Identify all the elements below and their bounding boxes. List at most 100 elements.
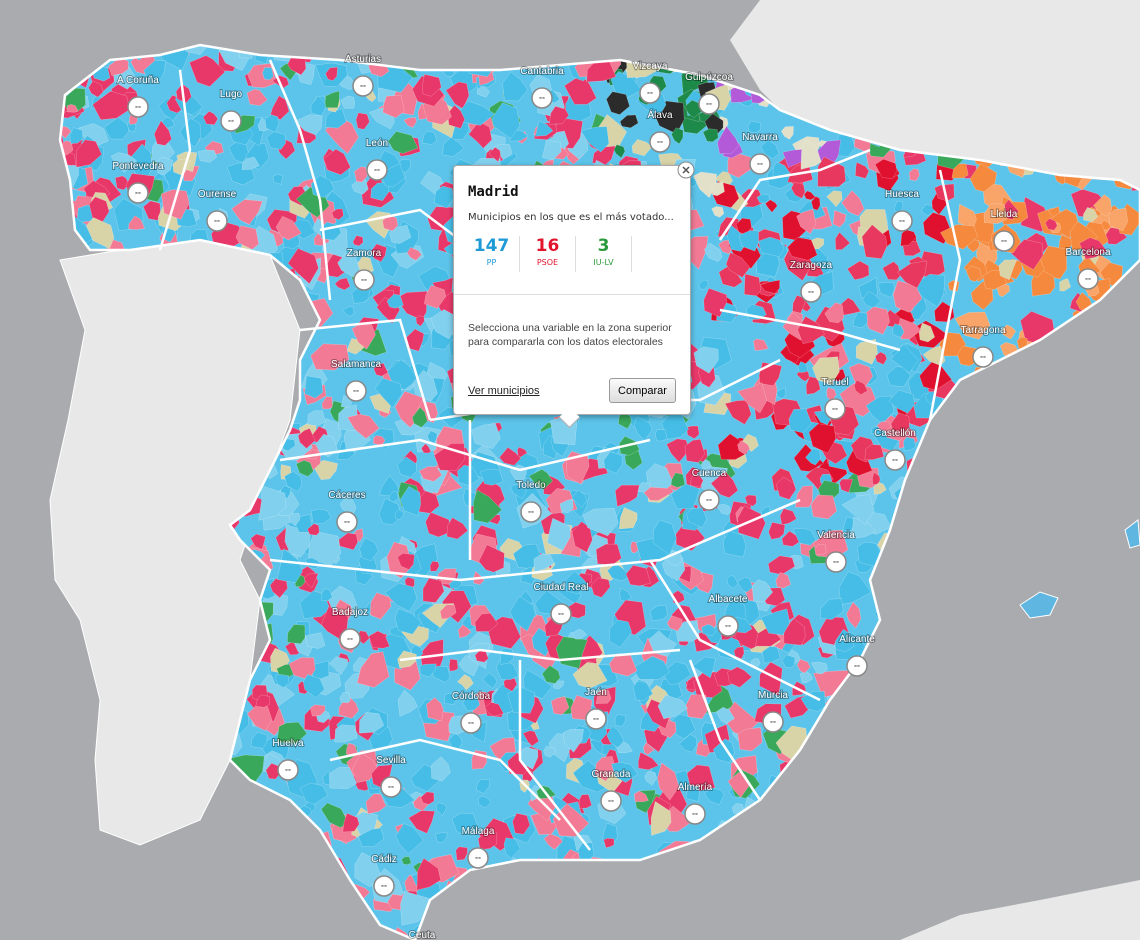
marker-circle — [531, 87, 553, 109]
marker-circle — [684, 803, 706, 825]
province-marker[interactable]: -- — [520, 501, 542, 523]
marker-label: -- — [285, 764, 291, 774]
province-marker[interactable]: -- — [1077, 268, 1099, 290]
marker-label: -- — [558, 608, 564, 618]
province-label: Badajoz — [332, 607, 368, 618]
province-marker[interactable]: -- — [993, 230, 1015, 252]
marker-circle — [345, 380, 367, 402]
province-label: Huesca — [885, 189, 919, 200]
province-label: Ourense — [198, 189, 237, 200]
province-label: Toledo — [516, 480, 546, 491]
province-label: Cantabria — [520, 66, 564, 77]
province-marker[interactable]: -- — [698, 93, 720, 115]
popup: Madrid Municipios en los que es el más v… — [453, 165, 691, 429]
province-marker[interactable]: -- — [717, 615, 739, 637]
province-label: Córdoba — [452, 691, 491, 702]
marker-label: -- — [528, 506, 534, 516]
marker-label: -- — [374, 164, 380, 174]
province-marker[interactable]: -- — [127, 96, 149, 118]
marker-circle — [698, 93, 720, 115]
province-marker[interactable]: -- — [824, 398, 846, 420]
marker-label: -- — [475, 852, 481, 862]
province-marker[interactable]: -- — [467, 847, 489, 869]
province-marker[interactable]: -- — [366, 159, 388, 181]
province-label: Asturias — [345, 54, 381, 65]
province-marker[interactable]: -- — [531, 87, 553, 109]
marker-circle — [649, 131, 671, 153]
province-marker[interactable]: -- — [277, 759, 299, 781]
marker-circle — [460, 712, 482, 734]
marker-label: -- — [833, 556, 839, 566]
marker-circle — [585, 708, 607, 730]
popup-subtitle: Municipios en los que es el más votado..… — [468, 212, 674, 223]
stat-party: IU-LV — [593, 258, 614, 267]
close-button[interactable] — [677, 161, 695, 179]
province-marker[interactable]: -- — [649, 131, 671, 153]
province-marker[interactable]: -- — [749, 153, 771, 175]
province-marker[interactable]: -- — [600, 790, 622, 812]
marker-circle — [220, 110, 242, 132]
marker-label: -- — [1085, 273, 1091, 283]
province-marker[interactable]: -- — [698, 489, 720, 511]
marker-circle — [366, 159, 388, 181]
province-marker[interactable]: -- — [460, 712, 482, 734]
marker-circle — [800, 281, 822, 303]
province-label: Cuenca — [692, 468, 727, 479]
view-municipalities-link[interactable]: Ver municipios — [468, 385, 540, 397]
province-marker[interactable]: -- — [550, 603, 572, 625]
province-marker[interactable]: -- — [800, 281, 822, 303]
province-marker[interactable]: -- — [127, 182, 149, 204]
marker-label: -- — [228, 115, 234, 125]
province-marker[interactable]: -- — [380, 776, 402, 798]
province-marker[interactable]: -- — [825, 551, 847, 573]
province-marker[interactable]: -- — [220, 110, 242, 132]
marker-circle — [846, 655, 868, 677]
marker-label: -- — [381, 880, 387, 890]
province-marker[interactable]: -- — [846, 655, 868, 677]
province-label: Cáceres — [328, 490, 365, 501]
surrounding-land — [49, 0, 1140, 940]
province-marker[interactable]: -- — [373, 875, 395, 897]
party-stat: 147 PP — [464, 236, 520, 272]
province-label: Guipúzcoa — [685, 72, 733, 83]
party-stat: 3 IU-LV — [576, 236, 632, 272]
province-label: Pontevedra — [112, 161, 164, 172]
marker-circle — [339, 628, 361, 650]
marker-circle — [206, 210, 228, 232]
province-marker[interactable]: -- — [352, 75, 374, 97]
province-marker[interactable]: -- — [339, 628, 361, 650]
stat-party: PSOE — [536, 258, 559, 267]
province-marker[interactable]: -- — [336, 511, 358, 533]
marker-label: -- — [593, 713, 599, 723]
province-marker[interactable]: -- — [684, 803, 706, 825]
province-label: Lleida — [991, 209, 1018, 220]
province-label: Salamanca — [331, 359, 381, 370]
marker-circle — [373, 875, 395, 897]
marker-label: -- — [388, 781, 394, 791]
province-label: Jaén — [585, 687, 607, 698]
marker-circle — [380, 776, 402, 798]
province-label: León — [366, 138, 388, 149]
marker-circle — [550, 603, 572, 625]
province-marker[interactable]: -- — [353, 269, 375, 291]
province-label: Lugo — [220, 89, 243, 100]
province-marker[interactable]: -- — [762, 711, 784, 733]
marker-label: -- — [360, 80, 366, 90]
marker-circle — [825, 551, 847, 573]
marker-circle — [717, 615, 739, 637]
province-marker[interactable]: -- — [206, 210, 228, 232]
province-marker[interactable]: -- — [345, 380, 367, 402]
province-label: Valencia — [817, 530, 855, 541]
province-marker[interactable]: -- — [585, 708, 607, 730]
province-marker[interactable]: -- — [972, 346, 994, 368]
marker-label: -- — [344, 516, 350, 526]
marker-label: -- — [706, 494, 712, 504]
province-marker[interactable]: -- — [639, 82, 661, 104]
marker-circle — [352, 75, 374, 97]
compare-button[interactable]: Comparar — [609, 378, 676, 403]
marker-circle — [520, 501, 542, 523]
province-marker[interactable]: -- — [891, 210, 913, 232]
province-marker[interactable]: -- — [884, 449, 906, 471]
spain-outline — [58, 43, 1140, 940]
